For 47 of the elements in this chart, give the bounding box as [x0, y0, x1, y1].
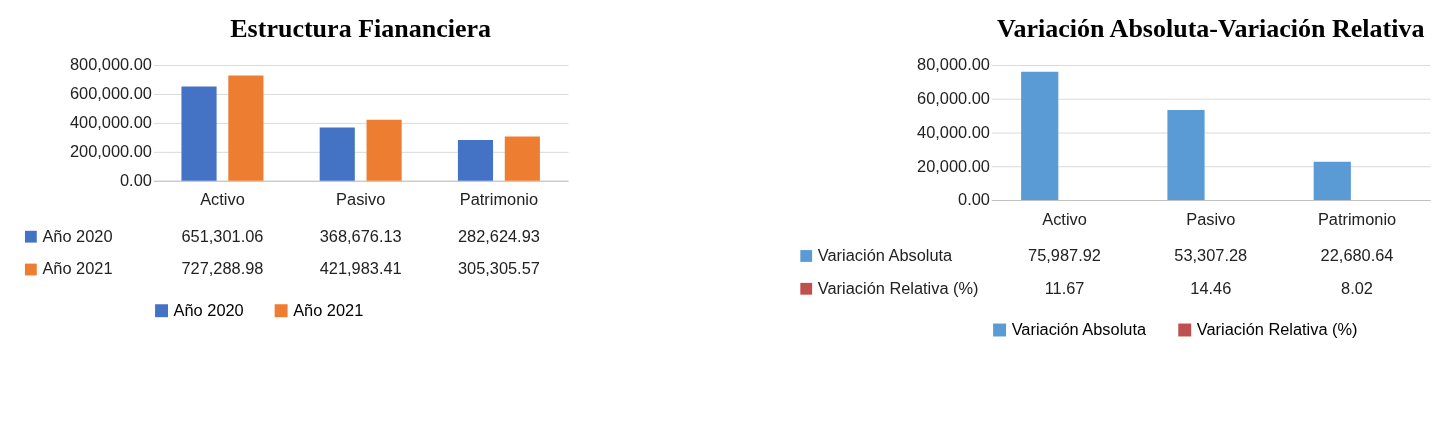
bar [228, 75, 264, 181]
data-label: 368,676.13 [319, 226, 402, 245]
y-tick-label: 200,000.00 [69, 142, 152, 161]
data-label: 11.67 [1044, 278, 1085, 297]
y-tick-label: 40,000.00 [917, 122, 990, 141]
bar [366, 119, 402, 181]
legend-label: Año 2021 [293, 300, 364, 319]
y-tick-label: 800,000.00 [69, 55, 152, 74]
data-label: 727,288.98 [181, 259, 264, 278]
bar [1167, 110, 1205, 201]
text: Variación Absoluta [1011, 319, 1147, 338]
x-tick-label: Activo [200, 190, 245, 209]
data-label: 75,987.92 [1028, 245, 1101, 264]
bar [504, 136, 540, 181]
y-tick-label: 60,000.00 [917, 89, 990, 108]
data-label: 651,301.06 [181, 226, 264, 245]
text: Variación Relativa (%) [817, 278, 979, 297]
x-tick-label: Patrimonio [1317, 209, 1397, 228]
legend-label: Año 2020 [42, 226, 113, 245]
bar [319, 127, 355, 181]
chart-title: Variación Absoluta-Variación Relativa [997, 14, 1425, 44]
y-tick-label: 600,000.00 [69, 84, 152, 103]
x-tick-label: Activo [1042, 209, 1087, 228]
bar [1021, 71, 1059, 201]
y-tick-label: 80,000.00 [917, 55, 990, 74]
y-tick-label: 0.00 [958, 190, 990, 209]
x-tick-label: Pasivo [1186, 209, 1236, 228]
legend-label: Variación Relativa (%) [1196, 319, 1358, 338]
text: Año 2021 [42, 259, 113, 278]
data-label: 53,307.28 [1174, 245, 1248, 264]
y-tick-label: 20,000.00 [917, 156, 990, 175]
bar [181, 86, 217, 181]
data-label: 421,983.41 [319, 259, 402, 278]
data-label: 8.02 [1341, 278, 1373, 297]
bar [457, 139, 494, 181]
data-label: 282,624.93 [457, 226, 540, 245]
chart-title: Estructura Fiananciera [230, 14, 492, 44]
text: Año 2020 [173, 300, 244, 319]
y-tick-label: 0.00 [120, 171, 152, 190]
data-label: 14.46 [1190, 278, 1232, 297]
x-tick-label: Pasivo [336, 190, 386, 209]
y-tick-label: 400,000.00 [69, 113, 152, 132]
x-tick-label: Patrimonio [459, 190, 539, 209]
legend-label: Variación Absoluta [817, 245, 954, 264]
bar [1313, 161, 1351, 201]
data-label: 22,680.64 [1320, 245, 1394, 264]
data-label: 305,305.57 [457, 259, 540, 278]
